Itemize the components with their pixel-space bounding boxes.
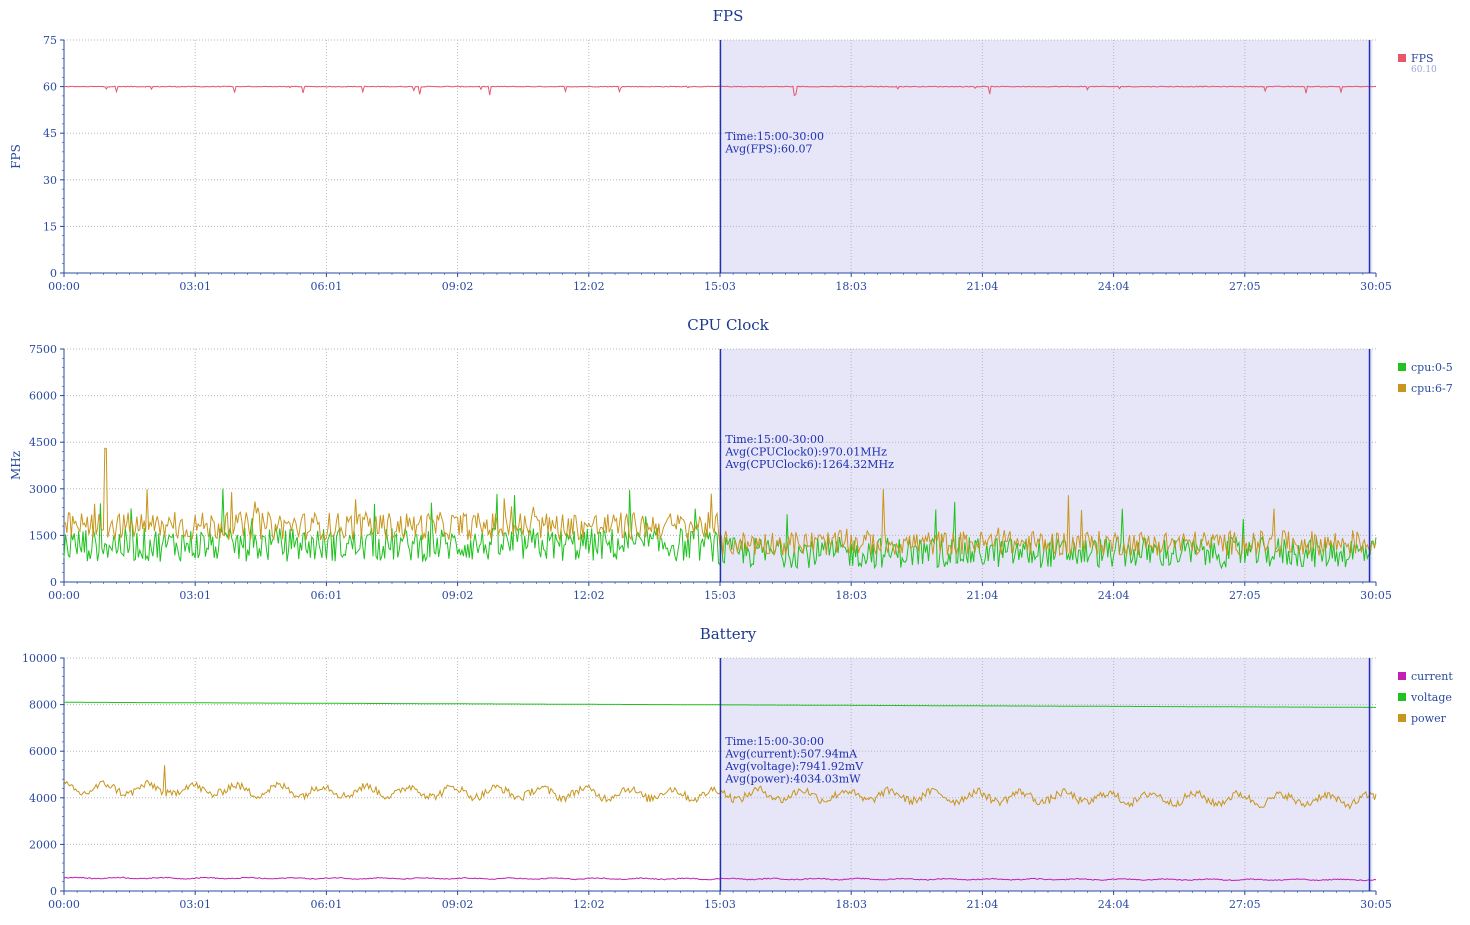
- y-tick-label: 7500: [29, 343, 57, 356]
- legend-label[interactable]: current: [1411, 670, 1453, 683]
- selection-annotation: Avg(FPS):60.07: [724, 143, 812, 156]
- x-tick-label: 00:00: [48, 589, 80, 602]
- x-tick-label: 18:03: [835, 589, 867, 602]
- x-tick-label: 27:05: [1229, 280, 1261, 293]
- x-tick-label: 06:01: [311, 589, 343, 602]
- chart-title: Battery: [700, 625, 757, 643]
- x-tick-label: 24:04: [1098, 280, 1130, 293]
- y-tick-label: 15: [43, 220, 57, 233]
- x-tick-label: 06:01: [311, 280, 343, 293]
- legend-label[interactable]: FPS: [1411, 52, 1434, 65]
- x-tick-label: 21:04: [967, 280, 999, 293]
- y-tick-label: 30: [43, 174, 57, 187]
- selection-region[interactable]: [720, 658, 1373, 891]
- legend-swatch: [1398, 384, 1406, 392]
- y-axis-label: MHz: [9, 451, 23, 480]
- legend-label[interactable]: voltage: [1410, 691, 1452, 704]
- chart-panel-0: FPS 0 15 30 45 60 75 00:00 03:01 06:01 09:02 12:02 1…: [9, 7, 1437, 293]
- y-tick-label: 4500: [29, 436, 57, 449]
- legend-swatch: [1398, 714, 1406, 722]
- chart-panel-1: CPU Clock 0 1500 3000 4500 6000 7500 00:00 03:01…: [9, 316, 1453, 602]
- y-tick-label: 10000: [22, 652, 57, 665]
- legend-swatch: [1398, 363, 1406, 371]
- chart-title: FPS: [713, 7, 744, 25]
- x-tick-label: 09:02: [442, 280, 474, 293]
- y-tick-label: 75: [43, 34, 57, 47]
- y-tick-label: 6000: [29, 745, 57, 758]
- x-tick-label: 21:04: [967, 589, 999, 602]
- y-tick-label: 2000: [29, 838, 57, 851]
- x-tick-label: 27:05: [1229, 898, 1261, 911]
- legend-label[interactable]: cpu:0-5: [1411, 361, 1453, 374]
- x-tick-label: 15:03: [704, 280, 736, 293]
- x-tick-label: 24:04: [1098, 898, 1130, 911]
- legend-swatch: [1398, 693, 1406, 701]
- x-tick-label: 06:01: [311, 898, 343, 911]
- y-tick-label: 8000: [29, 699, 57, 712]
- selection-annotation: Time:15:00-30:00: [725, 433, 824, 446]
- y-tick-label: 60: [43, 81, 57, 94]
- selection-annotation: Time:15:00-30:00: [725, 130, 824, 143]
- x-tick-label: 15:03: [704, 589, 736, 602]
- legend-value: 60.10: [1411, 65, 1437, 75]
- x-tick-label: 18:03: [835, 898, 867, 911]
- selection-annotation: Avg(current):507.94mA: [724, 748, 858, 761]
- legend-swatch: [1398, 672, 1406, 680]
- x-tick-label: 27:05: [1229, 589, 1261, 602]
- x-tick-label: 12:02: [573, 898, 605, 911]
- x-tick-label: 30:05: [1360, 898, 1392, 911]
- chart-panel-2: Battery 0 2000 4000 6000 8000 10000 00:00 03:01 0…: [22, 625, 1453, 911]
- y-axis-label: FPS: [9, 144, 23, 169]
- legend-label[interactable]: power: [1411, 712, 1447, 725]
- y-tick-label: 0: [50, 576, 57, 589]
- x-tick-label: 12:02: [573, 589, 605, 602]
- selection-annotation: Avg(CPUClock6):1264.32MHz: [724, 458, 894, 471]
- selection-annotation: Avg(CPUClock0):970.01MHz: [724, 446, 887, 459]
- x-tick-label: 00:00: [48, 280, 80, 293]
- x-tick-label: 18:03: [835, 280, 867, 293]
- x-tick-label: 30:05: [1360, 589, 1392, 602]
- y-tick-label: 3000: [29, 483, 57, 496]
- chart-title: CPU Clock: [687, 316, 769, 334]
- x-tick-label: 03:01: [179, 589, 211, 602]
- x-tick-label: 30:05: [1360, 280, 1392, 293]
- x-tick-label: 15:03: [704, 898, 736, 911]
- x-tick-label: 09:02: [442, 589, 474, 602]
- y-tick-label: 0: [50, 885, 57, 898]
- selection-annotation: Avg(power):4034.03mW: [724, 773, 861, 786]
- legend-label[interactable]: cpu:6-7: [1411, 382, 1453, 395]
- x-tick-label: 03:01: [179, 280, 211, 293]
- y-tick-label: 0: [50, 267, 57, 280]
- x-tick-label: 09:02: [442, 898, 474, 911]
- x-tick-label: 03:01: [179, 898, 211, 911]
- selection-annotation: Time:15:00-30:00: [725, 735, 824, 748]
- selection-annotation: Avg(voltage):7941.92mV: [724, 760, 864, 773]
- y-tick-label: 4000: [29, 792, 57, 805]
- y-tick-label: 1500: [29, 529, 57, 542]
- y-tick-label: 45: [43, 127, 57, 140]
- x-tick-label: 21:04: [967, 898, 999, 911]
- x-tick-label: 00:00: [48, 898, 80, 911]
- x-tick-label: 12:02: [573, 280, 605, 293]
- x-tick-label: 24:04: [1098, 589, 1130, 602]
- legend-swatch: [1398, 54, 1406, 62]
- selection-region[interactable]: [720, 40, 1373, 273]
- y-tick-label: 6000: [29, 390, 57, 403]
